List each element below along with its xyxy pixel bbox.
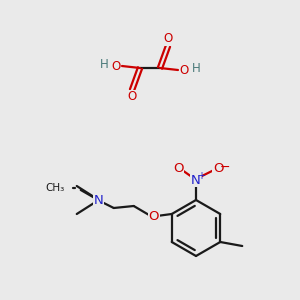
Text: CH₃: CH₃ [46, 183, 65, 193]
Text: N: N [191, 173, 201, 187]
Text: −: − [220, 160, 230, 173]
Text: O: O [173, 161, 183, 175]
Text: O: O [213, 161, 223, 175]
Text: O: O [164, 32, 172, 46]
Text: O: O [148, 209, 159, 223]
Text: +: + [197, 171, 205, 181]
Text: O: O [179, 64, 189, 76]
Text: H: H [100, 58, 108, 71]
Text: N: N [94, 194, 104, 206]
Text: H: H [192, 62, 200, 76]
Text: O: O [111, 59, 121, 73]
Text: O: O [128, 91, 136, 103]
